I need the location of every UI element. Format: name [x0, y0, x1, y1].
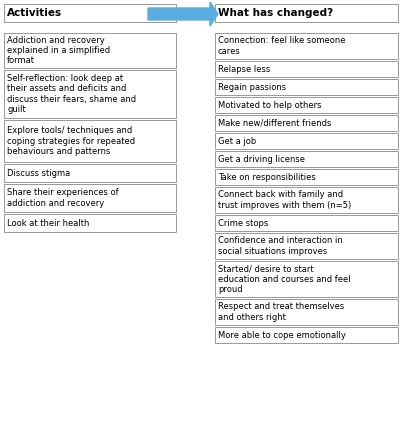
FancyBboxPatch shape [215, 79, 398, 95]
Text: Look at their health: Look at their health [7, 219, 89, 228]
FancyBboxPatch shape [215, 261, 398, 297]
Text: Discuss stigma: Discuss stigma [7, 168, 70, 177]
Text: What has changed?: What has changed? [218, 8, 333, 18]
Text: Explore tools/ techniques and
coping strategies for repeated
behaviours and patt: Explore tools/ techniques and coping str… [7, 126, 135, 156]
Text: Connect back with family and
trust improves with them (n=5): Connect back with family and trust impro… [218, 190, 351, 210]
FancyBboxPatch shape [215, 169, 398, 185]
Text: Addiction and recovery
explained in a simplified
format: Addiction and recovery explained in a si… [7, 35, 110, 65]
Text: Motivated to help others: Motivated to help others [218, 100, 322, 109]
Text: Get a driving license: Get a driving license [218, 155, 305, 164]
FancyBboxPatch shape [215, 233, 398, 259]
FancyBboxPatch shape [4, 70, 176, 118]
FancyBboxPatch shape [4, 33, 176, 68]
FancyBboxPatch shape [215, 115, 398, 131]
Text: Self-reflection: look deep at
their assets and deficits and
discuss their fears,: Self-reflection: look deep at their asse… [7, 74, 136, 114]
Text: Take on responsibilities: Take on responsibilities [218, 172, 316, 181]
Text: Connection: feel like someone
cares: Connection: feel like someone cares [218, 36, 345, 56]
FancyBboxPatch shape [215, 215, 398, 231]
FancyBboxPatch shape [4, 164, 176, 182]
FancyBboxPatch shape [215, 299, 398, 325]
FancyBboxPatch shape [215, 97, 398, 113]
FancyBboxPatch shape [215, 33, 398, 59]
Text: Confidence and interaction in
social situations improves: Confidence and interaction in social sit… [218, 236, 343, 256]
Text: Share their experiences of
addiction and recovery: Share their experiences of addiction and… [7, 188, 118, 208]
Text: Respect and treat themselves
and others right: Respect and treat themselves and others … [218, 302, 344, 322]
FancyBboxPatch shape [215, 151, 398, 167]
Text: Make new/different friends: Make new/different friends [218, 119, 331, 128]
FancyBboxPatch shape [4, 214, 176, 232]
FancyBboxPatch shape [4, 4, 176, 22]
FancyBboxPatch shape [4, 120, 176, 162]
Text: Activities: Activities [7, 8, 62, 18]
FancyBboxPatch shape [215, 187, 398, 213]
Polygon shape [148, 2, 218, 26]
Text: Started/ desire to start
education and courses and feel
proud: Started/ desire to start education and c… [218, 264, 351, 294]
FancyBboxPatch shape [215, 327, 398, 343]
Text: Get a job: Get a job [218, 137, 256, 146]
FancyBboxPatch shape [4, 184, 176, 212]
Text: More able to cope emotionally: More able to cope emotionally [218, 331, 346, 340]
Text: Crime stops: Crime stops [218, 219, 268, 228]
FancyBboxPatch shape [215, 4, 398, 22]
Text: Regain passions: Regain passions [218, 82, 286, 91]
FancyBboxPatch shape [215, 133, 398, 149]
FancyBboxPatch shape [215, 61, 398, 77]
Text: Relapse less: Relapse less [218, 65, 270, 73]
